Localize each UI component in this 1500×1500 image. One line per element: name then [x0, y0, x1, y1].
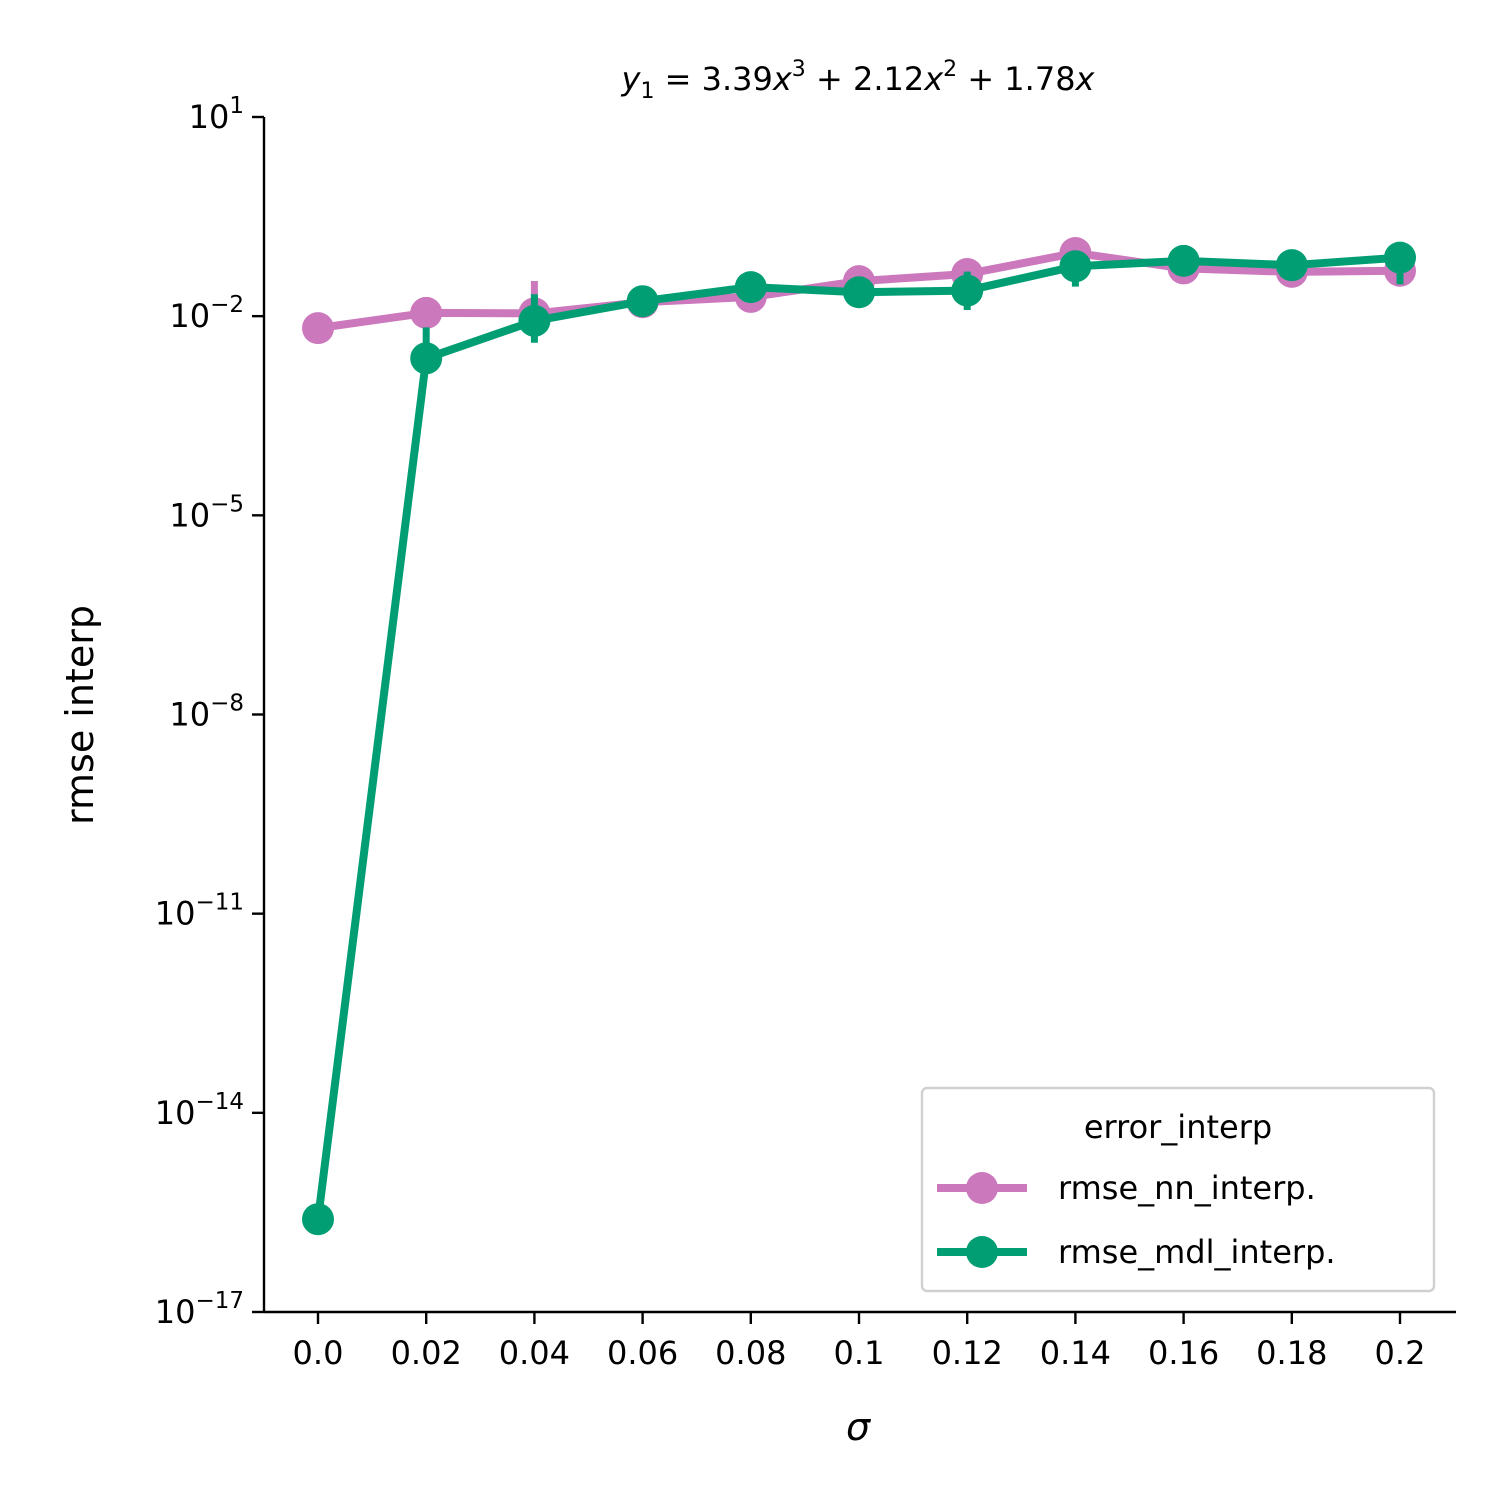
- x-tick-label: 0.2: [1375, 1334, 1426, 1372]
- y-tick-label: 10−2: [169, 292, 244, 335]
- legend: error_interp rmse_nn_interp. rmse_mdl_inte…: [920, 1086, 1436, 1293]
- legend-title: error_interp: [1084, 1108, 1272, 1146]
- x-tick-label: 0.16: [1148, 1334, 1219, 1372]
- y-tick-label: 101: [189, 93, 244, 136]
- chart-title: y1 = 3.39x3 + 2.12x2 + 1.78x: [621, 57, 1096, 104]
- data-point: [951, 274, 984, 307]
- y-tick-label: 10−17: [155, 1288, 244, 1331]
- x-tick-label: 0.1: [834, 1334, 885, 1372]
- x-tick-label: 0.18: [1256, 1334, 1327, 1372]
- data-point: [410, 296, 443, 329]
- y-tick-label: 10−11: [155, 890, 244, 933]
- data-point: [1275, 249, 1308, 282]
- y-axis-title: rmse interp: [58, 605, 102, 825]
- legend-swatch-marker: [966, 1236, 998, 1268]
- x-tick-label: 0.0: [293, 1334, 344, 1372]
- data-point: [843, 276, 875, 309]
- data-point: [626, 285, 659, 318]
- y-axis: 101 10−2 10−5 10−8 10−11 10−14 10−17: [155, 93, 266, 1331]
- y-tick-label: 10−14: [155, 1089, 244, 1132]
- x-tick-label: 0.02: [391, 1334, 462, 1372]
- y-tick-label: 10−5: [169, 491, 244, 534]
- x-axis-title: σ: [846, 1405, 872, 1449]
- x-tick-label: 0.12: [932, 1334, 1003, 1372]
- data-point: [1167, 244, 1200, 277]
- data-point: [1059, 250, 1092, 283]
- legend-label: rmse_nn_interp.: [1058, 1169, 1316, 1207]
- x-tick-label: 0.06: [607, 1334, 678, 1372]
- legend-frame: [920, 1086, 1436, 1293]
- data-point: [1384, 241, 1416, 274]
- x-axis: 0.0 0.02 0.04 0.06 0.08 0.1 0.12 0.14 0.16 0.18 0.…: [264, 1310, 1456, 1372]
- legend-label: rmse_mdl_interp.: [1058, 1233, 1336, 1271]
- legend-swatch-marker: [966, 1172, 998, 1204]
- series-2: [302, 241, 1416, 1236]
- x-tick-label: 0.08: [715, 1334, 786, 1372]
- x-tick-label: 0.04: [499, 1334, 570, 1372]
- x-tick-label: 0.14: [1040, 1334, 1111, 1372]
- data-point: [518, 304, 551, 337]
- data-point: [410, 342, 443, 375]
- legend-item-2: rmse_mdl_interp.: [937, 1233, 1336, 1271]
- series-layer: [302, 236, 1416, 1236]
- data-point: [302, 312, 334, 345]
- legend-item-1: rmse_nn_interp.: [937, 1169, 1316, 1207]
- data-point: [734, 271, 767, 304]
- data-point: [302, 1203, 334, 1236]
- y-tick-label: 10−8: [169, 691, 244, 734]
